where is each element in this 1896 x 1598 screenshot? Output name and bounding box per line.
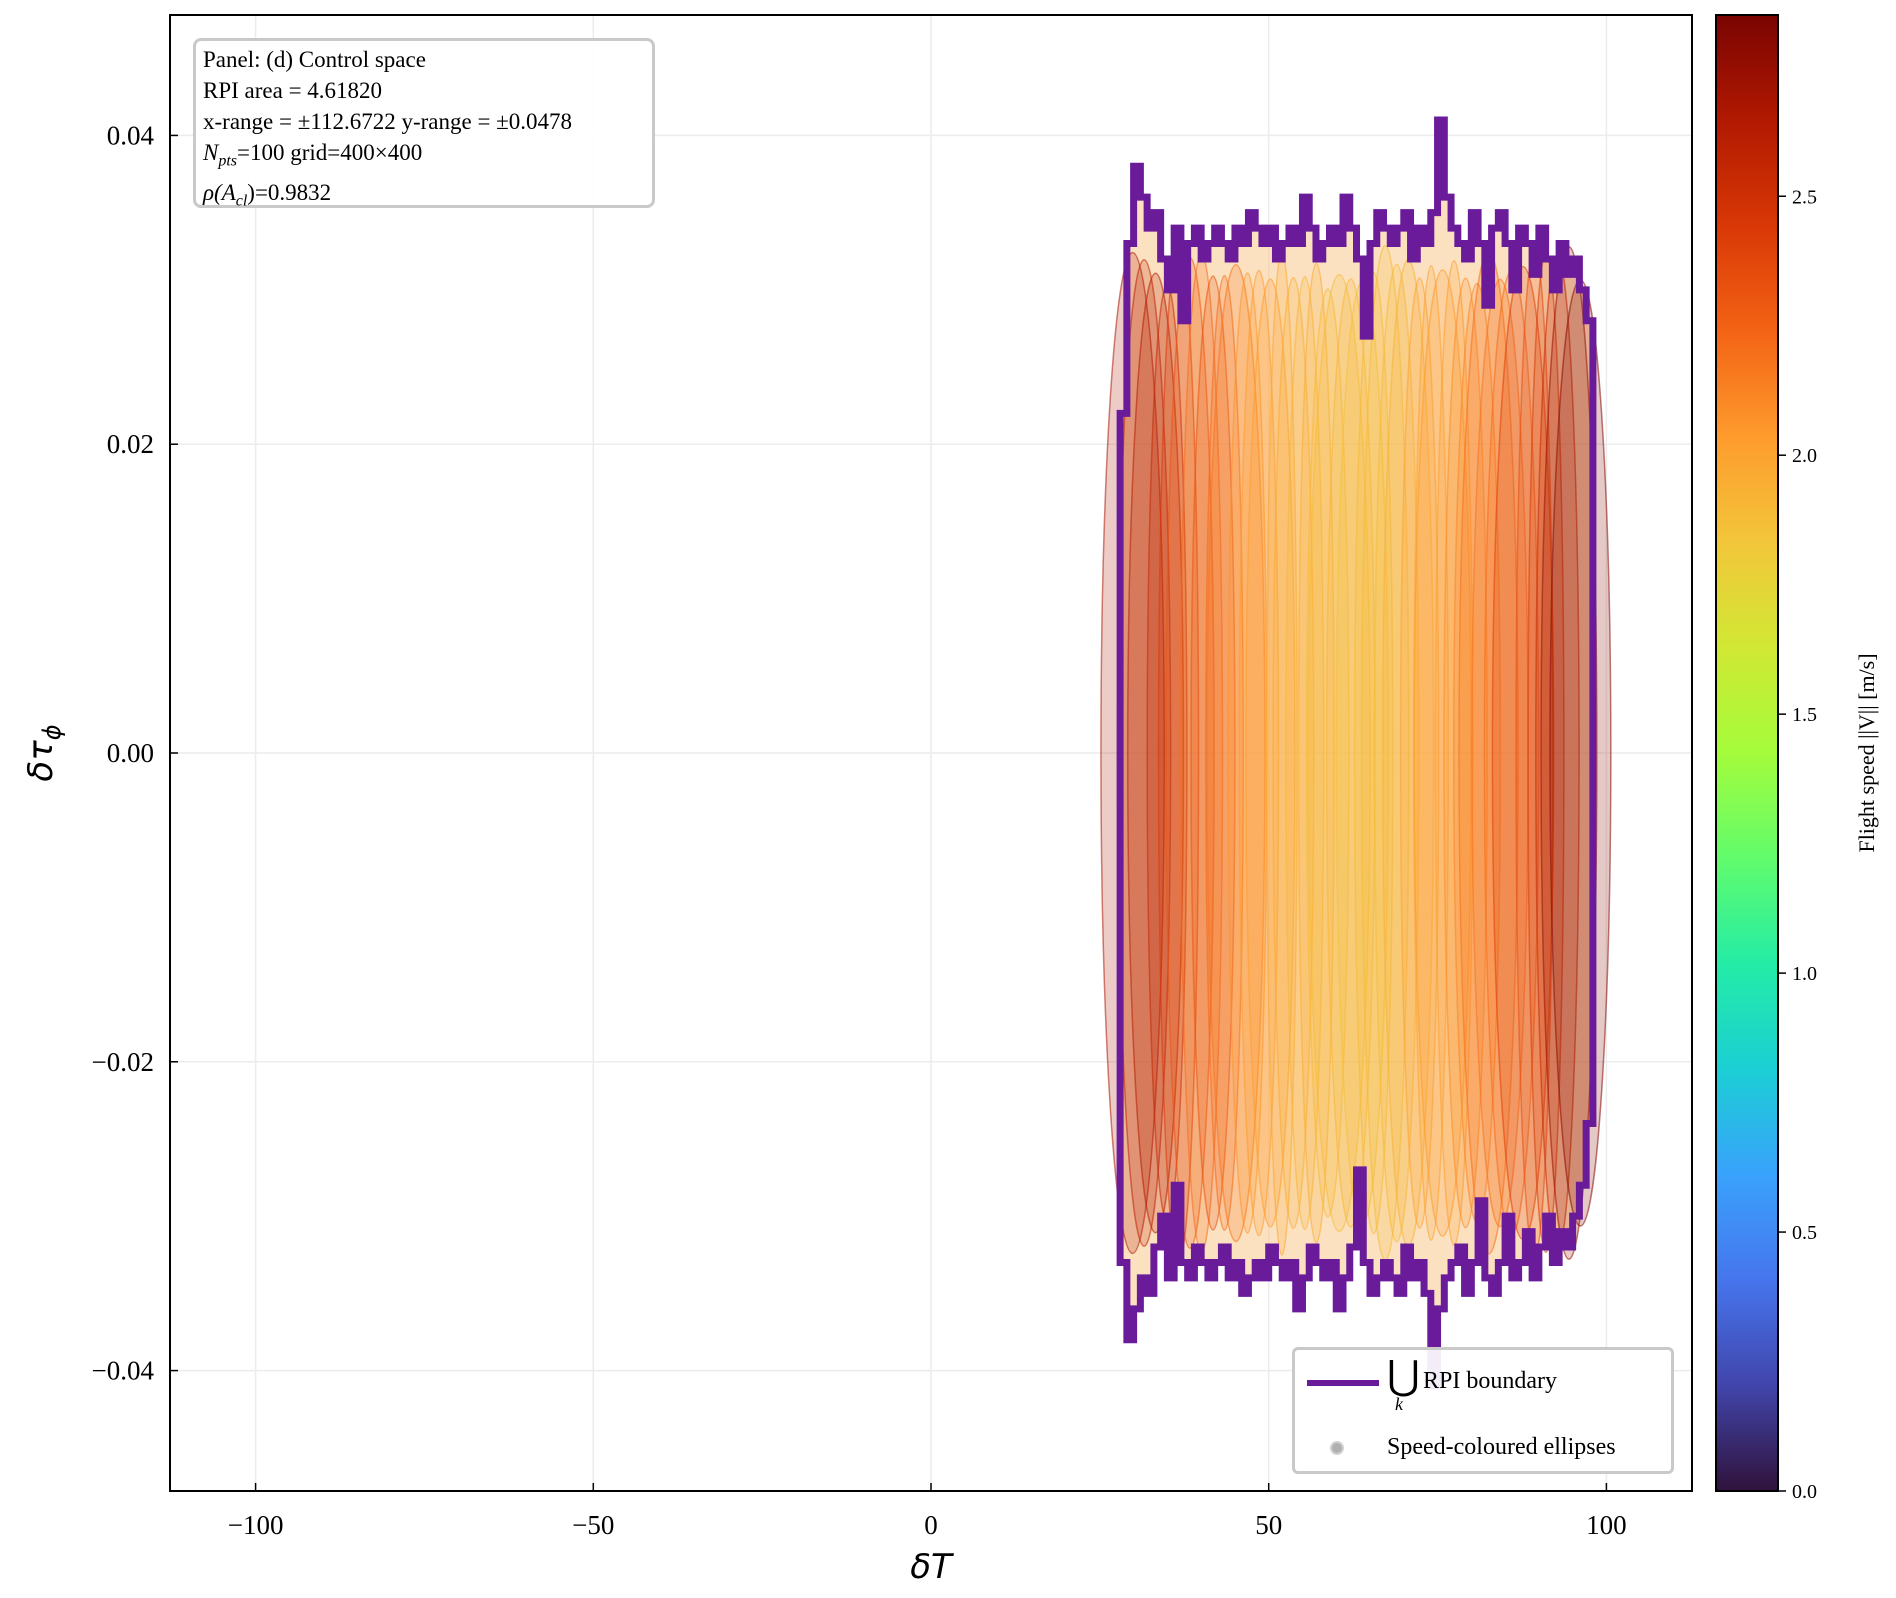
x-tick-label: −50 bbox=[572, 1510, 614, 1540]
y-tick-label: 0.00 bbox=[107, 738, 154, 768]
legend-item-ellipses: Speed-coloured ellipses bbox=[1295, 1428, 1671, 1468]
info-rho-sub: cl bbox=[235, 192, 248, 210]
speed-ellipse bbox=[1399, 277, 1440, 1229]
x-tick-label: 0 bbox=[924, 1510, 938, 1540]
info-npts: Npts=100 grid=400×400 bbox=[203, 137, 645, 177]
legend: ⋃ k RPI boundary Speed-coloured ellipses bbox=[1292, 1347, 1674, 1474]
colorbar-ticks: 0.0 0.5 1.0 1.5 2.0 2.5 bbox=[1778, 186, 1817, 1503]
speed-ellipse bbox=[1305, 288, 1350, 1218]
colorbar-tick-label: 1.5 bbox=[1792, 704, 1817, 726]
speed-ellipse bbox=[1206, 263, 1266, 1243]
y-tick-label: 0.04 bbox=[107, 120, 155, 150]
info-rho: ρ(Acl)=0.9832 bbox=[203, 177, 645, 217]
x-axis-ticks: −100 −50 0 50 100 bbox=[228, 1483, 1627, 1540]
info-rho-value: )=0.9832 bbox=[247, 179, 332, 205]
colorbar-tick-label: 0.0 bbox=[1792, 1481, 1817, 1503]
colorbar-tick-label: 2.5 bbox=[1792, 186, 1817, 208]
info-rho-symbol: ρ(A bbox=[203, 179, 236, 205]
union-subscript: k bbox=[1395, 1394, 1403, 1414]
colorbar-tick-label: 2.0 bbox=[1792, 445, 1817, 467]
speed-ellipse bbox=[1204, 274, 1244, 1232]
info-range: x-range = ±112.6722 y-range = ±0.0478 bbox=[203, 109, 573, 134]
y-tick-label: 0.02 bbox=[107, 429, 154, 459]
speed-ellipse bbox=[1297, 262, 1335, 1244]
info-box: Panel: (d) Control space RPI area = 4.61… bbox=[193, 38, 655, 209]
speed-ellipse bbox=[1272, 276, 1315, 1230]
speed-ellipse bbox=[1307, 273, 1372, 1233]
info-panel: Panel: (d) Control space bbox=[203, 47, 426, 72]
legend-label-ellipses: Speed-coloured ellipses bbox=[1387, 1434, 1616, 1460]
colorbar-label: Flight speed ||V|| [m/s] bbox=[1854, 653, 1879, 852]
info-npts-sub: pts bbox=[218, 152, 238, 170]
legend-dot-swatch bbox=[1330, 1441, 1344, 1455]
x-tick-label: 50 bbox=[1255, 1510, 1282, 1540]
colorbar bbox=[1715, 14, 1779, 1492]
colorbar-tick-label: 1.0 bbox=[1792, 963, 1817, 985]
y-axis-label: δτϕ bbox=[21, 724, 66, 781]
info-rpi-area: RPI area = 4.61820 bbox=[203, 78, 383, 103]
info-npts-value: =100 grid=400×400 bbox=[237, 140, 423, 165]
info-npts-symbol: N bbox=[203, 140, 219, 165]
legend-line-swatch bbox=[1307, 1380, 1379, 1386]
union-symbol: ⋃ bbox=[1387, 1353, 1420, 1398]
speed-coloured-ellipses bbox=[1100, 119, 1612, 1387]
speed-ellipse bbox=[1549, 279, 1612, 1227]
speed-ellipse bbox=[1190, 275, 1236, 1231]
y-axis-label-sub: ϕ bbox=[38, 724, 66, 740]
x-axis-label: δT bbox=[910, 1547, 954, 1587]
legend-label-rpi-boundary: RPI boundary bbox=[1423, 1368, 1557, 1394]
rpi-boundary bbox=[1116, 116, 1597, 1390]
x-tick-label: 100 bbox=[1586, 1510, 1627, 1540]
y-axis-label-main: δτ bbox=[21, 740, 61, 782]
legend-item-rpi-boundary: ⋃ k RPI boundary bbox=[1295, 1356, 1671, 1414]
y-tick-label: −0.04 bbox=[92, 1356, 155, 1386]
x-tick-label: −100 bbox=[228, 1510, 284, 1540]
y-axis-ticks: −0.04 −0.02 0.00 0.02 0.04 bbox=[92, 120, 178, 1386]
speed-ellipse bbox=[1285, 276, 1325, 1230]
colorbar-tick-label: 0.5 bbox=[1792, 1222, 1817, 1244]
speed-ellipse bbox=[1245, 278, 1296, 1228]
y-tick-label: −0.02 bbox=[92, 1047, 154, 1077]
